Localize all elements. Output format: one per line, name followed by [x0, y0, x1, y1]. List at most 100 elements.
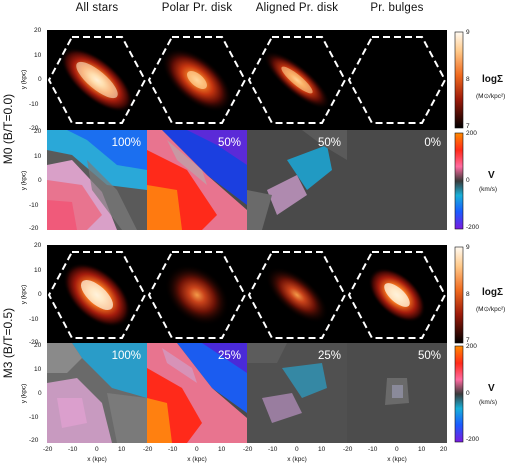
fraction-m3-bulges: 50%	[417, 350, 441, 362]
colorbar-tick: 0	[466, 390, 470, 397]
y-tick: 10	[34, 366, 42, 373]
m0-density-polar-disk	[147, 30, 247, 130]
x-tick: -20	[143, 446, 153, 453]
y-axis-label: y (kpc)	[20, 383, 28, 404]
fraction-m3-polar-disk: 25%	[217, 350, 241, 362]
fraction-m3-all-stars: 100%	[111, 350, 141, 362]
x-tick: -10	[368, 446, 378, 453]
y-tick: -10	[29, 414, 39, 421]
x-tick: 10	[318, 446, 326, 453]
colorbar-density-title: logΣ	[482, 287, 503, 298]
y-tick: -10	[29, 202, 39, 209]
x-tick: -20	[343, 446, 353, 453]
y-tick: 0	[38, 291, 42, 298]
m3-velocity-polar-disk	[147, 343, 247, 443]
m3-density-aligned-disk	[247, 245, 347, 345]
m3-density-all-stars	[47, 245, 147, 345]
colorbar-density-unit: (M⊙/kpc²)	[476, 93, 506, 100]
column-title-bulges: Pr. bulges	[370, 2, 424, 14]
fraction-m0-bulges: 0%	[424, 137, 441, 149]
colorbar-tick: 7	[466, 337, 470, 344]
row-label-m0: M0 (B/T=0.0)	[1, 93, 15, 165]
m0-density-row	[47, 30, 447, 130]
y-tick: 0	[38, 390, 42, 397]
row-label-m3: M3 (B/T=0.5)	[1, 307, 15, 379]
m3-density-row	[47, 245, 447, 345]
colorbar-tick: -200	[466, 436, 480, 443]
y-axis-label: y (kpc)	[20, 170, 28, 191]
x-axis-label: x (kpc)	[387, 456, 407, 463]
m0-velocity-bulges	[347, 130, 447, 230]
colorbar-density-bottom	[454, 246, 464, 344]
fraction-m0-all-stars: 100%	[111, 137, 141, 149]
y-tick: 0	[38, 177, 42, 184]
colorbar-tick: 200	[466, 343, 477, 350]
x-tick: -20	[43, 446, 53, 453]
y-tick: -20	[29, 125, 39, 132]
fraction-m0-polar-disk: 50%	[217, 137, 241, 149]
y-tick: 20	[34, 128, 42, 135]
m0-velocity-all-stars	[47, 130, 147, 230]
fraction-m0-aligned-disk: 50%	[317, 137, 341, 149]
y-axis-label: y (kpc)	[20, 284, 28, 305]
x-tick: 0	[395, 446, 399, 453]
y-tick: 10	[34, 267, 42, 274]
m0-velocity-aligned-disk	[247, 130, 347, 230]
x-axis-label: x (kpc)	[187, 456, 207, 463]
colorbar-density-title: logΣ	[482, 74, 503, 85]
m3-density-polar-disk	[147, 245, 247, 345]
y-tick: 20	[34, 342, 42, 349]
colorbar-density-unit: (M⊙/kpc²)	[476, 306, 506, 313]
m0-density-aligned-disk	[247, 30, 347, 130]
m0-density-all-stars	[47, 30, 147, 130]
x-tick: 0	[295, 446, 299, 453]
y-tick: 10	[34, 52, 42, 59]
y-tick: 0	[38, 76, 42, 83]
colorbar-velocity-title: V	[488, 170, 495, 181]
colorbar-velocity-top	[454, 132, 464, 230]
colorbar-tick: 9	[466, 29, 470, 36]
colorbar-velocity-title: V	[488, 383, 495, 394]
x-tick: -10	[168, 446, 178, 453]
y-tick: -20	[29, 339, 39, 346]
colorbar-velocity-unit: (km/s)	[479, 399, 498, 406]
x-axis-label: x (kpc)	[287, 456, 307, 463]
m3-velocity-all-stars	[47, 343, 147, 443]
m0-velocity-row	[47, 130, 447, 230]
m3-density-bulges	[347, 245, 447, 345]
x-tick: 0	[95, 446, 99, 453]
x-tick: -10	[268, 446, 278, 453]
colorbar-tick: 9	[466, 244, 470, 251]
y-tick: 20	[34, 27, 42, 34]
y-tick: -20	[29, 225, 39, 232]
y-tick: 20	[34, 242, 42, 249]
y-tick: 10	[34, 153, 42, 160]
column-title-all-stars: All stars	[75, 2, 119, 14]
x-tick: 10	[118, 446, 126, 453]
x-tick: 10	[418, 446, 426, 453]
colorbar-tick: 0	[466, 177, 470, 184]
x-tick: -10	[68, 446, 78, 453]
x-tick: 20	[440, 446, 448, 453]
colorbar-tick: 8	[466, 76, 470, 83]
m3-velocity-bulges	[347, 343, 447, 443]
m0-density-bulges	[347, 30, 447, 130]
column-title-polar-disk: Polar Pr. disk	[161, 2, 233, 14]
x-tick: -20	[243, 446, 253, 453]
y-axis-label: y (kpc)	[20, 69, 28, 90]
colorbar-tick: 8	[466, 291, 470, 298]
colorbar-velocity-unit: (km/s)	[479, 186, 498, 193]
y-tick: -20	[29, 437, 39, 444]
colorbar-tick: 7	[466, 123, 470, 130]
x-tick: 10	[218, 446, 226, 453]
x-axis-label: x (kpc)	[87, 456, 107, 463]
fraction-m3-aligned-disk: 25%	[317, 350, 341, 362]
y-tick: -10	[29, 101, 39, 108]
m3-velocity-aligned-disk	[247, 343, 347, 443]
column-title-aligned-disk: Aligned Pr. disk	[255, 2, 339, 14]
colorbar-velocity-bottom	[454, 345, 464, 443]
y-tick: -10	[29, 316, 39, 323]
m0-velocity-polar-disk	[147, 130, 247, 230]
x-tick: 0	[195, 446, 199, 453]
